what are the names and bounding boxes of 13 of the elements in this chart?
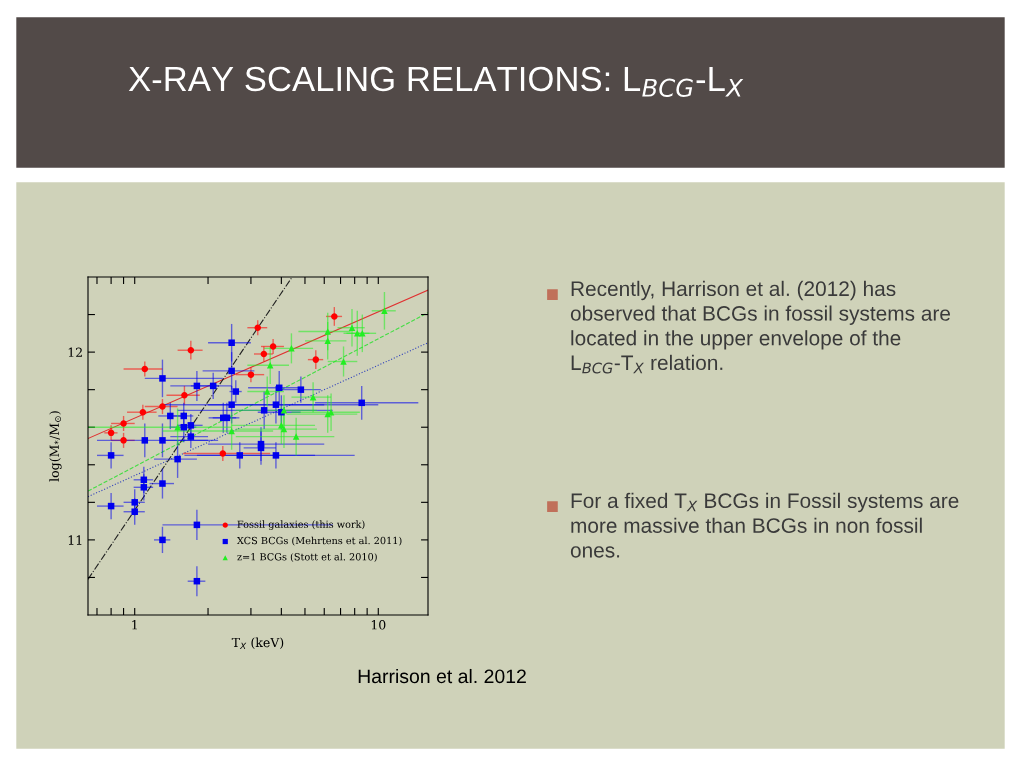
x-tick-label: 1 <box>132 620 137 630</box>
y-axis-title: log(M$_{*}$/M$_{⊙}$) <box>49 411 62 482</box>
legend-label: XCS BCGs (Mehrtens et al. 2011) <box>236 536 402 546</box>
x-tick-label: 10 <box>371 620 386 630</box>
legend-label: z=1 BCGs (Stott et al. 2010) <box>237 552 377 562</box>
x-axis-title: T$_{X}$ (keV) <box>231 637 284 650</box>
y-tick-label: 11 <box>68 535 82 545</box>
text: Recently, Harrison et al. (2012) has observed that BCGs in fossil systems are located in the upper envelope of the L$_{BCG}$-T$_{X}$ relation. <box>570 280 950 374</box>
text: For a fixed T$_{X}$ BCGs in Fossil systems are more massive than BCGs in non fossil ones. <box>570 492 959 558</box>
text: Harrison et al. 2012 <box>358 668 526 684</box>
y-tick-label: 12 <box>68 347 82 357</box>
legend-label: Fossil galaxies (this work) <box>237 520 365 530</box>
chart-title: X-RAY SCALING RELATIONS: L$_{BCG}$-L$_{X}$ <box>128 66 744 97</box>
